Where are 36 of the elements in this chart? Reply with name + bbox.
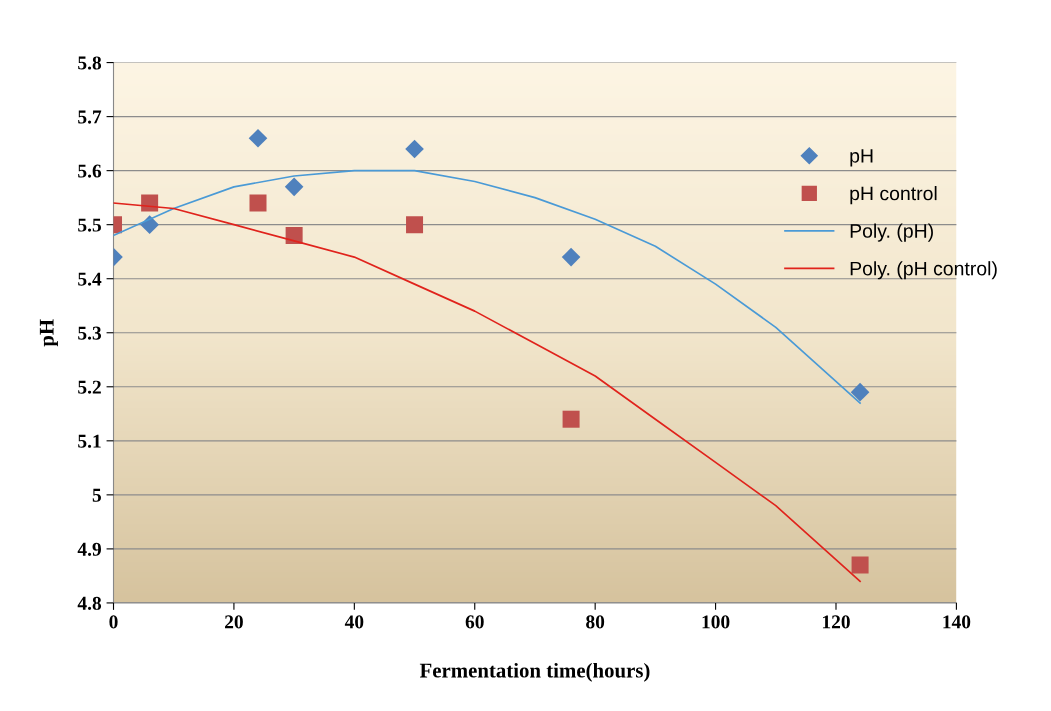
y-tick-label: 5.6	[78, 164, 102, 178]
x-tick-label: 20	[225, 615, 243, 629]
x-tick-label: 100	[702, 615, 730, 629]
point	[851, 556, 869, 574]
legend-label: pH control	[850, 186, 937, 205]
y-tick-label: 5.2	[78, 380, 101, 394]
y-tick-label: 4.8	[77, 596, 102, 610]
x-tick-label: 80	[586, 615, 605, 629]
point	[561, 247, 581, 267]
legend-label: Poly. (pH)	[850, 223, 933, 242]
y-tick-label: 5	[92, 488, 101, 502]
point	[285, 226, 303, 244]
y-tick-label: 4.9	[77, 542, 101, 556]
legend-label: pH	[850, 149, 873, 167]
y-axis-title: pH	[39, 319, 58, 347]
point	[850, 382, 870, 402]
point	[406, 216, 424, 234]
y-tick-label: 5.5	[78, 218, 101, 232]
point	[248, 128, 268, 148]
x-axis-title: Fermentation time(hours)	[419, 662, 650, 682]
x-tick-label: 0	[109, 615, 118, 629]
point	[405, 139, 424, 159]
point	[284, 177, 304, 197]
point	[249, 194, 267, 212]
y-tick-label: 5.3	[78, 326, 102, 340]
y-tick-label: 5.1	[78, 434, 101, 448]
y-tick-label: 5.7	[78, 110, 102, 124]
x-tick-label: 40	[344, 615, 364, 629]
point	[562, 410, 580, 428]
y-tick-label: 5.8	[78, 56, 102, 70]
point	[141, 194, 159, 212]
legend-label: Poly. (pH control)	[850, 261, 997, 280]
y-tick-label: 5.4	[78, 272, 102, 286]
x-tick-label: 60	[465, 615, 484, 629]
x-tick-label: 140	[943, 615, 971, 629]
x-tick-label: 120	[822, 615, 850, 629]
